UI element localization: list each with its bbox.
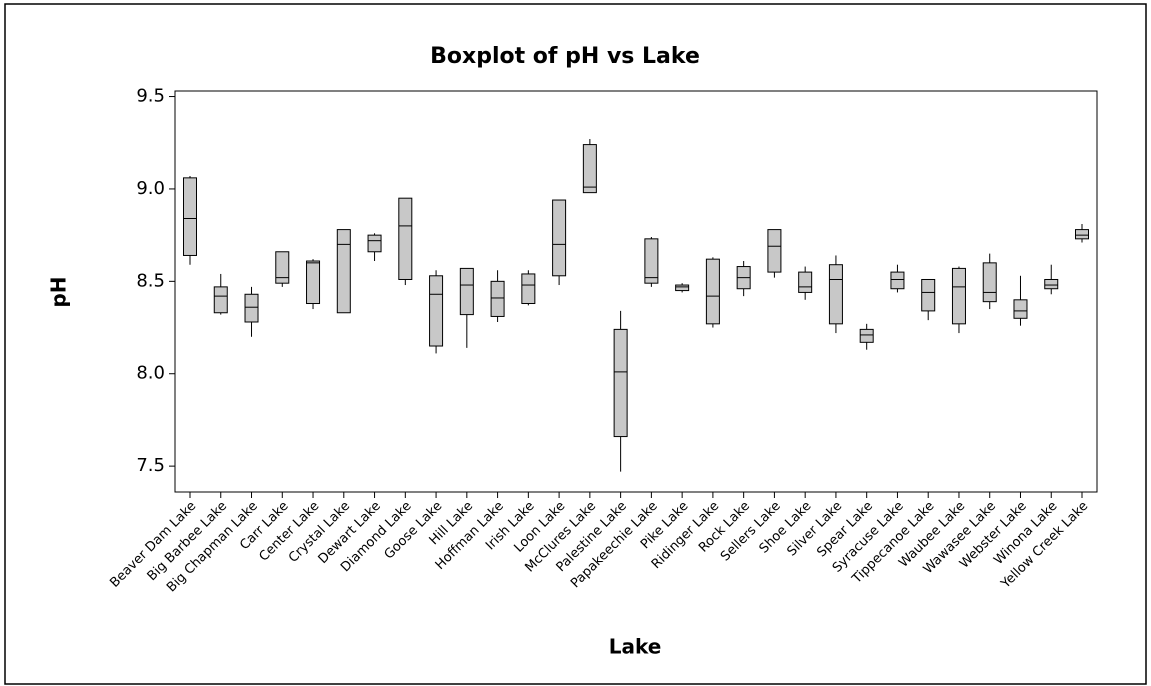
box — [828, 264, 843, 325]
y-tick-label: 8.5 — [136, 270, 165, 291]
box — [244, 293, 259, 323]
box — [459, 267, 474, 316]
box — [1075, 229, 1089, 240]
box — [336, 229, 351, 314]
box — [951, 267, 966, 325]
box — [798, 271, 813, 293]
box — [183, 177, 197, 256]
box — [767, 229, 782, 273]
box — [1044, 278, 1059, 290]
box — [490, 280, 505, 317]
chart-title: Boxplot of pH vs Lake — [430, 44, 700, 69]
x-axis-label: Lake — [609, 635, 662, 659]
y-tick-label: 7.5 — [136, 455, 165, 476]
box — [613, 328, 628, 438]
box — [921, 278, 936, 312]
y-tick-label: 9.0 — [136, 178, 165, 199]
box — [213, 286, 228, 314]
box — [644, 238, 659, 284]
box — [275, 251, 290, 284]
box — [582, 144, 597, 194]
box — [367, 234, 382, 253]
y-tick-label: 9.5 — [136, 86, 165, 107]
plot-frame — [174, 90, 1098, 493]
box — [1013, 299, 1028, 319]
box — [859, 328, 874, 343]
box — [398, 197, 413, 280]
box — [705, 258, 720, 325]
box — [675, 284, 690, 292]
box — [306, 260, 321, 305]
box — [982, 262, 997, 303]
box — [521, 273, 536, 305]
box — [429, 275, 444, 347]
y-tick-label: 8.0 — [136, 363, 165, 384]
box — [890, 271, 905, 290]
y-axis-label: pH — [47, 276, 71, 307]
box — [552, 199, 567, 277]
